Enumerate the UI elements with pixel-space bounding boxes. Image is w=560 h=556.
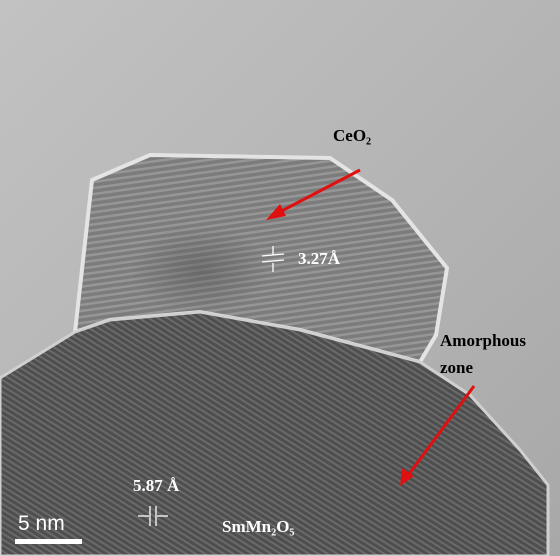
micrograph: CeO₂ 3.27Å Amorphous zone 5.87 Å SmMn₂O₅… — [0, 0, 560, 556]
ceo2-label: CeO₂ — [333, 126, 371, 145]
spacing-label: 5.87 Å — [133, 476, 180, 495]
amorphous-label: Amorphous — [440, 331, 526, 350]
substrate-label: SmMn₂O₅ — [222, 517, 295, 536]
shadow — [130, 225, 270, 315]
spacing-label: 3.27Å — [298, 249, 341, 268]
scale-bar-label: 5 nm — [18, 512, 65, 535]
amorphous-label: zone — [440, 358, 474, 377]
scale-bar — [15, 539, 82, 544]
